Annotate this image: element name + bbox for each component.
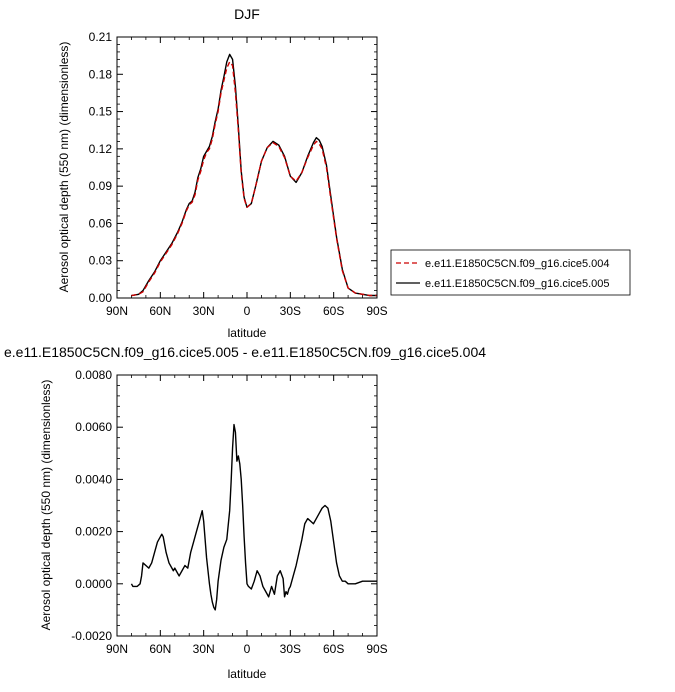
top-chart-title: DJF [234, 6, 260, 22]
top-ytick-label: 0.15 [89, 105, 113, 119]
top-chart-xlabel: latitude [228, 326, 267, 340]
bottom-chart-ylabel: Aerosol optical depth (550 nm) (dimensio… [39, 380, 53, 631]
top-ytick-label: 0.03 [89, 254, 113, 268]
bottom-chart: e.e11.E1850C5CN.f09_g16.cice5.005 - e.e1… [4, 344, 486, 681]
top-ytick-label: 0.00 [89, 291, 113, 305]
top-xtick-label: 60N [149, 304, 171, 318]
legend-box [390, 249, 631, 296]
top-chart: DJF 90N 60N 30N 0 30S 60S 90S 0.00 0.03 0.06 0.09 0… [57, 6, 631, 340]
legend-entry-004: e.e11.E1850C5CN.f09_g16.cice5.004 [425, 258, 610, 270]
top-xtick-label: 0 [244, 304, 251, 318]
top-xtick-label: 90N [106, 304, 128, 318]
bottom-xtick-label: 30N [193, 642, 215, 656]
bottom-xtick-label: 60S [323, 642, 344, 656]
top-xtick-label: 60S [323, 304, 344, 318]
bottom-xtick-label: 60N [149, 642, 171, 656]
top-xtick-label: 90S [366, 304, 387, 318]
bottom-chart-title: e.e11.E1850C5CN.f09_g16.cice5.005 - e.e1… [4, 344, 486, 360]
bottom-ytick-label: 0.0080 [75, 368, 112, 382]
top-series-line-0 [131, 61, 377, 297]
bottom-ytick-label: 0.0020 [75, 525, 112, 539]
bottom-chart-series [130, 423, 377, 611]
bottom-ytick-label: -0.0020 [71, 629, 112, 643]
top-ytick-label: 0.06 [89, 216, 113, 230]
bottom-ytick-label: 0.0040 [75, 472, 112, 486]
bottom-xtick-label: 90S [366, 642, 387, 656]
top-ytick-label: 0.12 [89, 142, 113, 156]
bottom-ytick-label: 0.0060 [75, 420, 112, 434]
top-chart-legend: e.e11.E1850C5CN.f09_g16.cice5.004 e.e11.… [390, 249, 631, 296]
top-chart-ylabel: Aerosol optical depth (550 nm) (dimensio… [57, 42, 71, 293]
top-chart-series [131, 53, 377, 297]
top-xtick-label: 30N [193, 304, 215, 318]
bottom-chart-xlabel: latitude [228, 667, 267, 681]
top-chart-ticks: 90N 60N 30N 0 30S 60S 90S 0.00 0.03 0.06 0.09 0.12 0… [89, 30, 388, 318]
bottom-ytick-label: 0.0000 [75, 577, 112, 591]
top-ytick-label: 0.21 [89, 30, 113, 44]
bottom-xtick-label: 0 [244, 642, 251, 656]
top-chart-frame [116, 36, 378, 299]
top-xtick-label: 30S [280, 304, 301, 318]
bottom-xtick-label: 30S [280, 642, 301, 656]
bottom-chart-frame [116, 374, 378, 637]
top-ytick-label: 0.18 [89, 67, 113, 81]
bottom-xtick-label: 90N [106, 642, 128, 656]
top-ytick-label: 0.09 [89, 179, 113, 193]
top-series-line-1 [131, 53, 377, 297]
legend-entry-005: e.e11.E1850C5CN.f09_g16.cice5.005 [425, 278, 610, 290]
bottom-series-line-0 [130, 423, 377, 611]
